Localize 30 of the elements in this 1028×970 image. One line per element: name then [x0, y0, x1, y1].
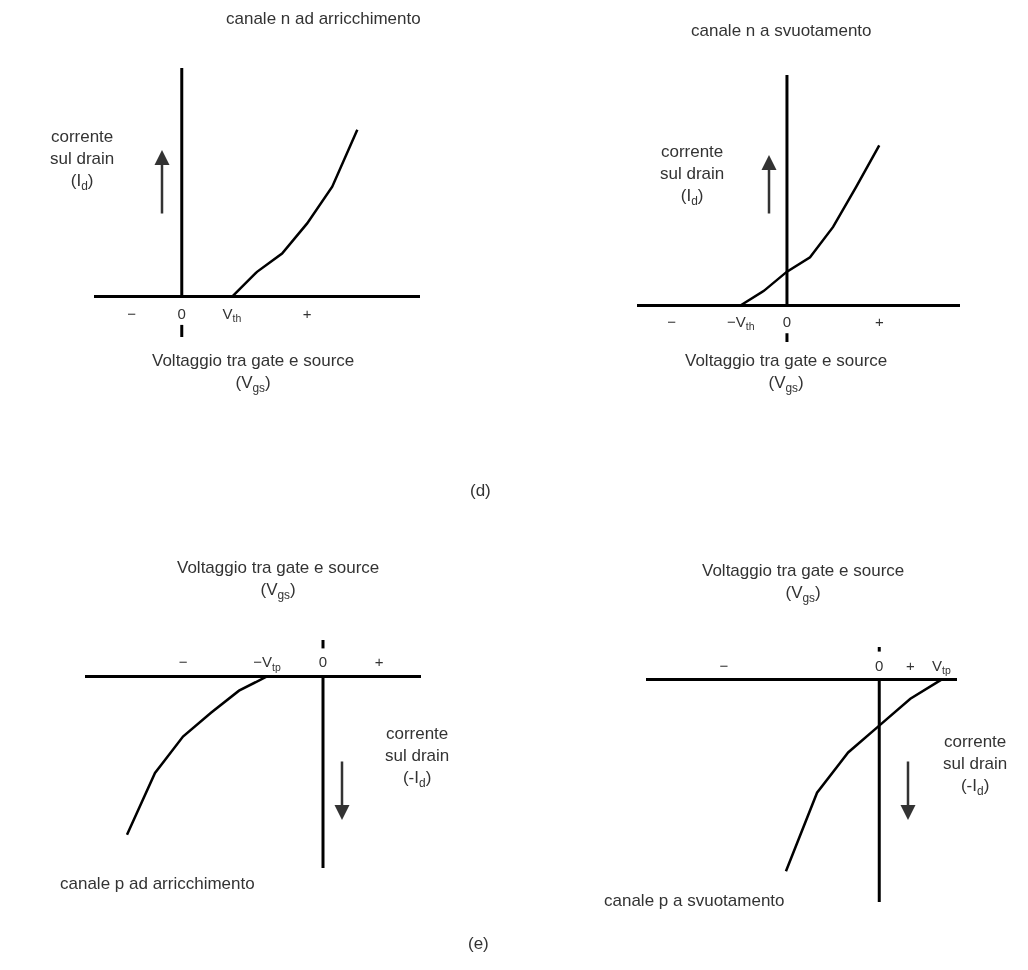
y-axis-title: corrente sul drain (-I$_{d}$)	[943, 732, 1008, 798]
text: canale p ad arricchimento	[60, 874, 255, 893]
chart-title: canale n ad arricchimento	[226, 9, 421, 28]
x-tick-label: +	[905, 656, 915, 674]
x-tick-label: −	[127, 304, 137, 322]
x-tick-label: 0	[782, 313, 792, 331]
chart-title: canale n a svuotamento	[691, 21, 872, 40]
x-axis-title: Voltaggio tra gate e source (V$_{gs}$)	[152, 351, 355, 395]
x-tick-label: −V$_{tp}$	[253, 653, 281, 673]
x-tick-label: V$_{th}$	[222, 304, 242, 325]
text: (d)	[470, 481, 491, 500]
x-tick-label: 0	[177, 304, 186, 322]
y-axis-title: corrente sul drain (-I$_{d}$)	[385, 724, 450, 790]
x-axis-title: Voltaggio tra gate e source (V$_{gs}$)	[702, 561, 905, 605]
x-tick-label: +	[874, 313, 884, 331]
x-tick-label: −	[719, 656, 729, 674]
y-axis-title: corrente sul drain (I$_{d}$)	[660, 142, 725, 208]
x-axis-title: Voltaggio tra gate e source (V$_{gs}$)	[685, 351, 888, 395]
x-tick-label: −V$_{th}$	[727, 313, 755, 333]
x-tick-label: V$_{tp}$	[932, 656, 951, 676]
x-tick-label: +	[302, 304, 312, 322]
y-axis-title: corrente sul drain (I$_{d}$)	[50, 127, 115, 193]
x-tick-label: −	[667, 313, 677, 331]
text: (e)	[468, 934, 489, 953]
x-tick-label: +	[374, 653, 384, 671]
text: canale p a svuotamento	[604, 891, 785, 910]
x-tick-label: −	[178, 653, 188, 671]
x-axis-title: Voltaggio tra gate e source (V$_{gs}$)	[177, 558, 380, 602]
x-tick-label: 0	[875, 656, 884, 674]
x-tick-label: 0	[318, 653, 328, 671]
